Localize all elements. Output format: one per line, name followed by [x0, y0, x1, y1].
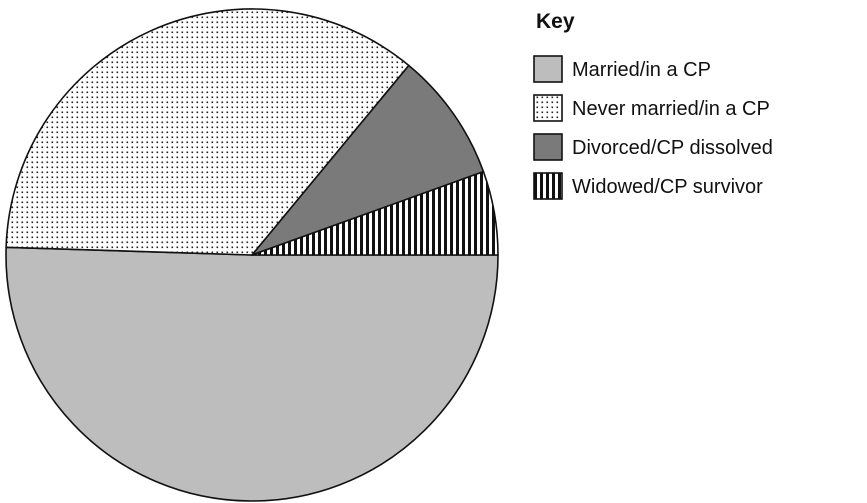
pie-slices	[5, 8, 499, 502]
legend-swatch-divorced-cp-dissolved	[533, 133, 563, 161]
pie-slice-married-in-a-cp	[5, 246, 499, 502]
legend-item-married-in-a-cp: Married/in a CP	[533, 55, 711, 83]
legend: Key Married/in a CP Never married/in a CP…	[533, 10, 773, 200]
pie-slice-never-married-in-a-cp	[5, 8, 410, 256]
legend-item-divorced-cp-dissolved: Divorced/CP dissolved	[533, 133, 773, 161]
pie-slice-widowed-cp-survivor	[251, 170, 499, 256]
legend-swatch-married-in-a-cp	[533, 55, 563, 83]
legend-item-widowed-cp-survivor: Widowed/CP survivor	[533, 172, 763, 200]
pie-slice-divorced-cp-dissolved	[251, 64, 485, 256]
legend-swatch-never-married-in-a-cp	[533, 94, 563, 122]
legend-label-divorced-cp-dissolved: Divorced/CP dissolved	[572, 137, 773, 159]
legend-label-never-married-in-a-cp: Never married/in a CP	[572, 98, 770, 120]
legend-title: Key	[536, 10, 575, 33]
legend-item-never-married-in-a-cp: Never married/in a CP	[533, 94, 770, 122]
legend-label-widowed-cp-survivor: Widowed/CP survivor	[572, 176, 763, 198]
legend-swatch-widowed-cp-survivor	[533, 172, 563, 200]
legend-items: Married/in a CP Never married/in a CP Divo…	[533, 55, 773, 200]
legend-label-married-in-a-cp: Married/in a CP	[572, 59, 711, 81]
